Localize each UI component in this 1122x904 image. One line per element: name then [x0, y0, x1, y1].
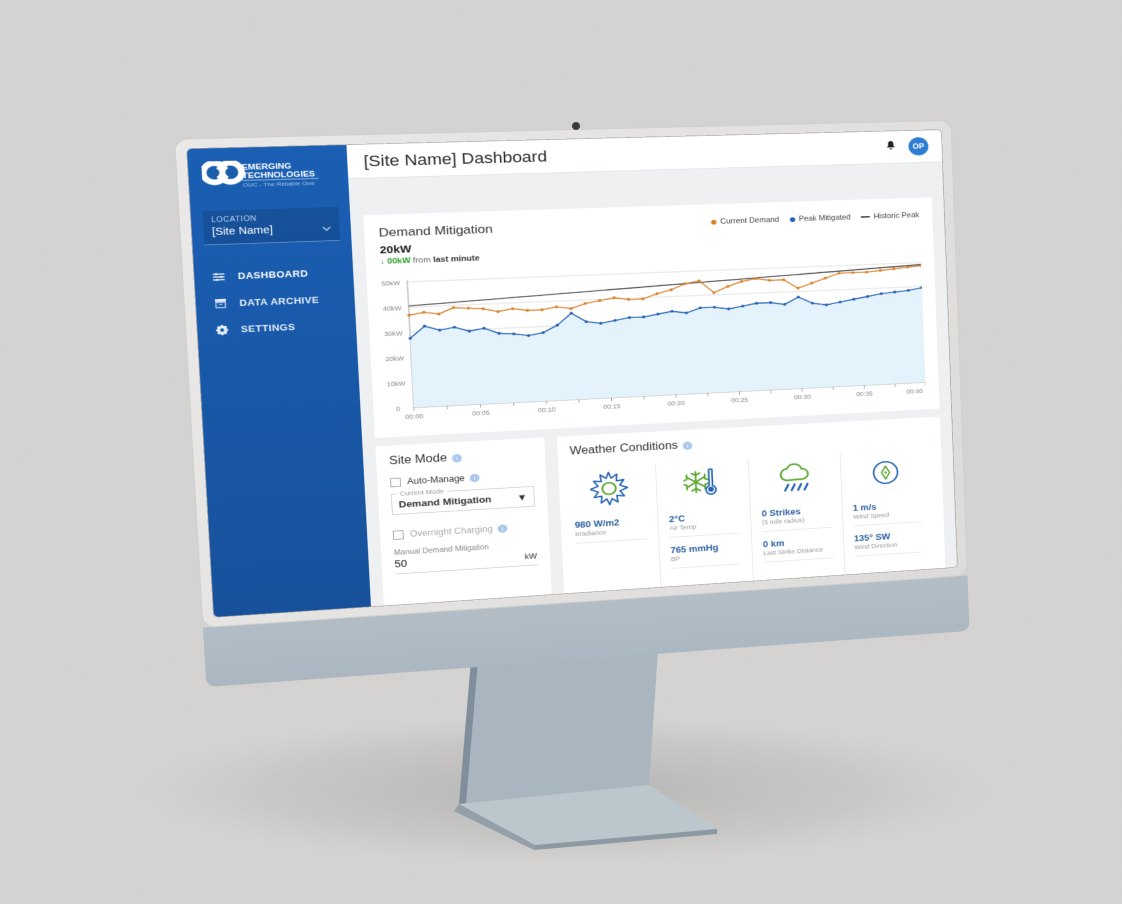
svg-text:00:00: 00:00	[405, 413, 423, 421]
svg-text:00:35: 00:35	[856, 390, 873, 398]
svg-text:00:05: 00:05	[472, 409, 490, 417]
svg-text:00:40: 00:40	[906, 388, 923, 396]
svg-text:00:25: 00:25	[731, 397, 748, 405]
svg-text:20kW: 20kW	[385, 355, 404, 363]
svg-text:40kW: 40kW	[383, 305, 402, 313]
svg-text:OUC - The Reliable One: OUC - The Reliable One	[243, 180, 316, 188]
svg-text:30kW: 30kW	[384, 330, 403, 338]
svg-text:50kW: 50kW	[381, 280, 400, 288]
svg-text:00:10: 00:10	[538, 406, 556, 414]
svg-text:00:15: 00:15	[603, 403, 621, 411]
svg-text:00:20: 00:20	[667, 400, 685, 408]
svg-text:00:30: 00:30	[794, 393, 811, 401]
svg-text:10kW: 10kW	[387, 380, 406, 388]
svg-text:0: 0	[396, 406, 400, 413]
